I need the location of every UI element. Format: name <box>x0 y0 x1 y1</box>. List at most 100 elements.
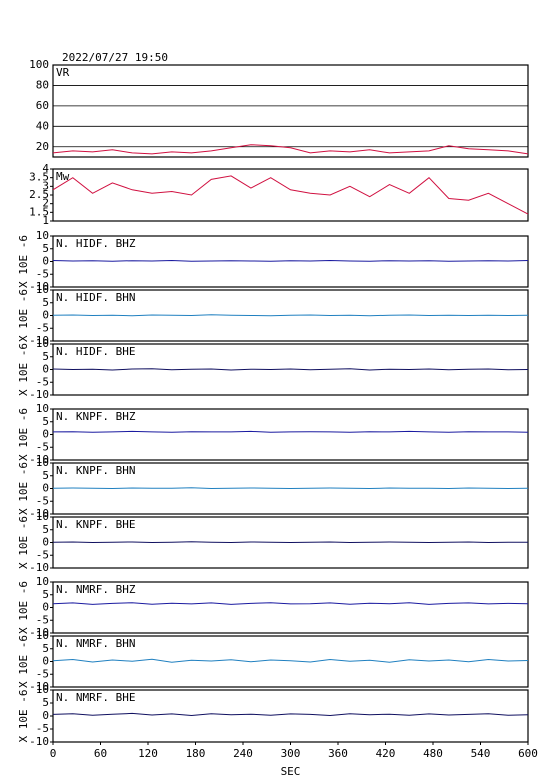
y-axis-label: X 10E -6 <box>17 462 30 515</box>
y-tick-label: -10 <box>29 507 49 520</box>
y-tick-label: 10 <box>36 283 49 296</box>
y-axis-label: X 10E -6 <box>17 235 30 288</box>
y-tick-label: -5 <box>36 440 49 453</box>
y-axis-label: X 10E -6 <box>17 581 30 634</box>
y-tick-label: -10 <box>29 735 49 748</box>
y-tick-label: 0 <box>42 655 49 668</box>
x-tick-label: 360 <box>328 747 348 760</box>
y-tick-label: 5 <box>42 588 49 601</box>
x-tick-label: 540 <box>471 747 491 760</box>
panel-label: Mw <box>56 170 70 183</box>
y-tick-label: -10 <box>29 626 49 639</box>
chart-title: 2022/07/27 19:50 <box>62 51 168 64</box>
y-tick-label: 5 <box>42 696 49 709</box>
x-tick-label: 480 <box>423 747 443 760</box>
y-tick-label: 5 <box>42 350 49 363</box>
y-tick-label: -5 <box>36 722 49 735</box>
y-tick-label: -10 <box>29 280 49 293</box>
y-tick-label: 0 <box>42 309 49 322</box>
y-tick-label: 10 <box>36 402 49 415</box>
y-tick-label: 20 <box>36 140 49 153</box>
y-tick-label: 10 <box>36 229 49 242</box>
x-tick-label: 120 <box>138 747 158 760</box>
y-tick-label: 0 <box>42 601 49 614</box>
y-tick-label: 2.5 <box>29 188 49 201</box>
data-line <box>52 175 529 215</box>
y-tick-label: 0 <box>42 709 49 722</box>
y-axis-label: X 10E -6 <box>17 408 30 461</box>
y-tick-label: 0 <box>42 255 49 268</box>
y-tick-label: 2 <box>42 197 49 210</box>
panel-frame <box>52 635 529 688</box>
y-tick-label: 10 <box>36 575 49 588</box>
data-line <box>52 314 529 317</box>
panel-label: N. HIDF. BHN <box>56 291 135 304</box>
panel-label: N. NMRF. BHE <box>56 691 135 704</box>
data-line <box>52 144 529 155</box>
y-tick-label: 10 <box>36 456 49 469</box>
y-tick-label: 5 <box>42 415 49 428</box>
y-tick-label: 0 <box>42 428 49 441</box>
panel-label: N. NMRF. BHZ <box>56 583 136 596</box>
panel-frame <box>52 64 529 158</box>
y-tick-label: 0 <box>42 536 49 549</box>
x-tick-label: 60 <box>94 747 107 760</box>
y-tick-label: -10 <box>29 680 49 693</box>
y-tick-label: -5 <box>36 667 49 680</box>
x-tick-label: 600 <box>518 747 538 760</box>
data-line <box>52 541 528 544</box>
y-tick-label: -5 <box>36 548 49 561</box>
panel-frame <box>52 235 529 288</box>
data-line <box>52 487 529 490</box>
y-tick-label: -10 <box>29 561 49 574</box>
panel-label: N. NMRF. BHN <box>56 637 135 650</box>
data-line <box>52 602 529 605</box>
y-tick-label: 10 <box>36 683 49 696</box>
y-tick-label: 10 <box>36 629 49 642</box>
y-tick-label: 10 <box>36 510 49 523</box>
y-tick-label: 100 <box>29 58 49 71</box>
x-tick-label: 420 <box>376 747 396 760</box>
panel-frame <box>52 581 529 634</box>
x-tick-label: 300 <box>281 747 301 760</box>
data-line <box>52 368 529 371</box>
panel-label: N. HIDF. BHZ <box>56 237 136 250</box>
y-tick-label: 0 <box>42 482 49 495</box>
y-tick-label: 5 <box>42 642 49 655</box>
panel-label: N. KNPF. BHZ <box>56 410 136 423</box>
y-axis-label: X 10E -6 <box>17 289 30 342</box>
y-axis-label: X 10E -6 <box>17 635 30 688</box>
y-tick-label: 10 <box>36 337 49 350</box>
x-tick-label: 0 <box>50 747 57 760</box>
y-tick-label: -10 <box>29 334 49 347</box>
y-tick-label: 1 <box>42 214 49 227</box>
y-tick-label: 0 <box>42 363 49 376</box>
y-tick-label: -5 <box>36 494 49 507</box>
y-tick-label: 5 <box>42 242 49 255</box>
panel-label: N. KNPF. BHN <box>56 464 135 477</box>
data-line <box>52 259 529 262</box>
y-tick-label: -10 <box>29 388 49 401</box>
panel-frame <box>52 408 529 461</box>
y-tick-label: 5 <box>42 469 49 482</box>
data-line <box>52 658 529 663</box>
y-axis-label: X 10E -6 <box>17 516 30 569</box>
y-tick-label: 60 <box>36 99 49 112</box>
y-axis-label: X 10E -6 <box>17 690 30 743</box>
y-tick-label: 1.5 <box>29 205 49 218</box>
y-tick-label: 40 <box>36 119 49 132</box>
y-tick-label: 4 <box>42 162 49 175</box>
x-tick-label: 180 <box>186 747 206 760</box>
y-tick-label: 5 <box>42 523 49 536</box>
y-tick-label: -5 <box>36 267 49 280</box>
panel-label: N. KNPF. BHE <box>56 518 135 531</box>
y-tick-label: 80 <box>36 78 49 91</box>
y-axis-label: X 10E -6 <box>17 343 30 396</box>
panel-label: N. HIDF. BHE <box>56 345 135 358</box>
y-tick-label: -5 <box>36 375 49 388</box>
y-tick-label: -5 <box>36 321 49 334</box>
panel-frame <box>52 168 529 222</box>
y-tick-label: 3 <box>42 179 49 192</box>
y-tick-label: -5 <box>36 613 49 626</box>
